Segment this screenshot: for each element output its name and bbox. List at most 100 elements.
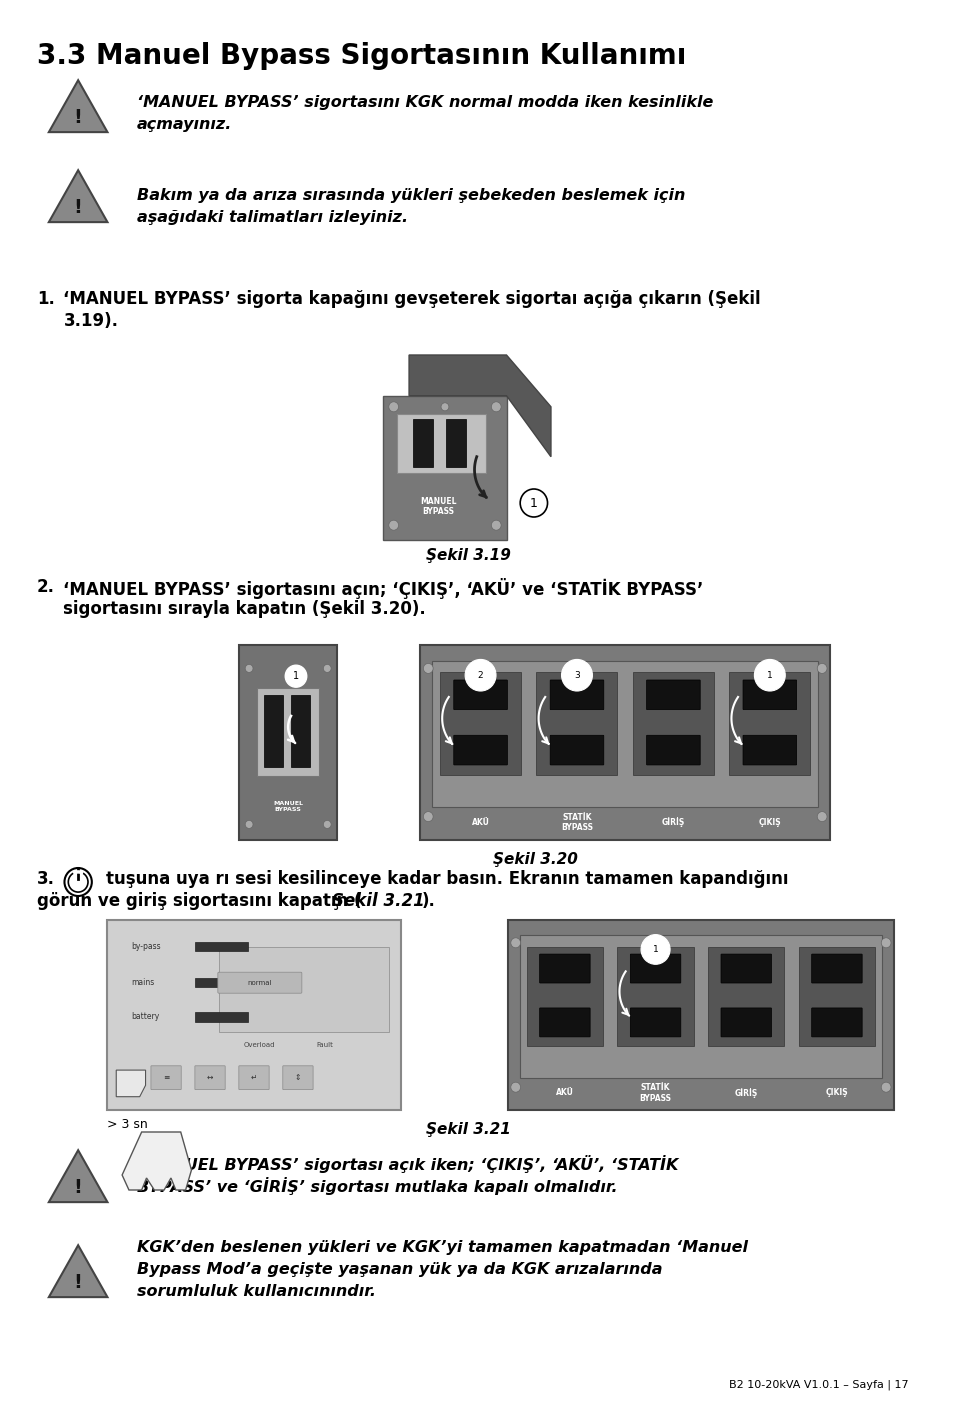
FancyBboxPatch shape xyxy=(413,418,433,468)
Text: 1: 1 xyxy=(530,496,538,510)
Text: 2: 2 xyxy=(478,671,484,679)
Text: normal: normal xyxy=(248,979,272,986)
Text: mains: mains xyxy=(131,978,155,988)
Circle shape xyxy=(881,1082,891,1092)
Circle shape xyxy=(511,1082,520,1092)
FancyBboxPatch shape xyxy=(647,681,700,710)
Text: 2.: 2. xyxy=(37,578,55,596)
FancyBboxPatch shape xyxy=(743,681,797,710)
Text: sigortasını sırayla kapatın (Şekil 3.20).: sigortasını sırayla kapatın (Şekil 3.20)… xyxy=(63,600,426,619)
Polygon shape xyxy=(383,396,507,540)
Polygon shape xyxy=(49,80,108,132)
Circle shape xyxy=(466,659,496,690)
Text: !: ! xyxy=(74,1178,83,1198)
Text: MANUEL
BYPASS: MANUEL BYPASS xyxy=(274,802,303,812)
Text: battery: battery xyxy=(131,1013,159,1022)
FancyBboxPatch shape xyxy=(196,1012,248,1022)
Text: Fault: Fault xyxy=(316,1043,333,1048)
FancyBboxPatch shape xyxy=(550,735,604,765)
FancyBboxPatch shape xyxy=(454,681,508,710)
Circle shape xyxy=(492,520,501,530)
FancyBboxPatch shape xyxy=(432,661,818,807)
Circle shape xyxy=(441,403,449,411)
FancyBboxPatch shape xyxy=(633,672,714,775)
Text: AKÜ: AKÜ xyxy=(556,1088,574,1098)
Text: KGK’den beslenen yükleri ve KGK’yi tamamen kapatmadan ‘Manuel: KGK’den beslenen yükleri ve KGK’yi tamam… xyxy=(136,1240,748,1255)
Text: Şekil 3.21: Şekil 3.21 xyxy=(332,892,425,910)
Circle shape xyxy=(389,520,398,530)
FancyBboxPatch shape xyxy=(440,672,521,775)
FancyBboxPatch shape xyxy=(730,672,810,775)
Text: 1: 1 xyxy=(653,945,659,954)
Text: 3: 3 xyxy=(574,671,580,679)
Text: ).: ). xyxy=(422,892,436,910)
Circle shape xyxy=(492,402,501,411)
Circle shape xyxy=(641,934,670,964)
Text: Şekil 3.19: Şekil 3.19 xyxy=(426,548,512,564)
FancyBboxPatch shape xyxy=(508,920,894,1110)
FancyBboxPatch shape xyxy=(420,645,830,840)
Text: AKÜ: AKÜ xyxy=(471,819,490,827)
Text: ↔: ↔ xyxy=(206,1074,213,1082)
Circle shape xyxy=(881,938,891,948)
Text: GİRİŞ: GİRİŞ xyxy=(734,1088,757,1098)
FancyBboxPatch shape xyxy=(257,688,320,775)
FancyBboxPatch shape xyxy=(283,1065,313,1089)
Text: ÇIKIŞ: ÇIKIŞ xyxy=(758,819,781,827)
Circle shape xyxy=(64,868,92,896)
Text: B2 10-20kVA V1.0.1 – Sayfa | 17: B2 10-20kVA V1.0.1 – Sayfa | 17 xyxy=(729,1379,908,1391)
Circle shape xyxy=(423,664,433,674)
Text: ‘MANUEL BYPASS’ sigortasını açın; ‘ÇIKIŞ’, ‘AKÜ’ ve ‘STATİK BYPASS’: ‘MANUEL BYPASS’ sigortasını açın; ‘ÇIKIŞ… xyxy=(63,578,704,599)
Text: Şekil 3.21: Şekil 3.21 xyxy=(426,1122,512,1137)
Text: Bakım ya da arıza sırasında yükleri şebekeden beslemek için
aşağıdaki talimatlar: Bakım ya da arıza sırasında yükleri şebe… xyxy=(136,187,685,225)
Polygon shape xyxy=(49,1246,108,1298)
Circle shape xyxy=(324,820,331,828)
FancyBboxPatch shape xyxy=(617,947,694,1047)
FancyBboxPatch shape xyxy=(721,954,772,983)
Text: GİRİŞ: GİRİŞ xyxy=(661,817,685,827)
FancyBboxPatch shape xyxy=(397,414,486,473)
Polygon shape xyxy=(409,355,551,457)
Circle shape xyxy=(511,938,520,948)
Text: 3.: 3. xyxy=(37,869,55,888)
FancyBboxPatch shape xyxy=(519,936,882,1078)
Text: sorumluluk kullanıcınındır.: sorumluluk kullanıcınındır. xyxy=(136,1284,375,1299)
Circle shape xyxy=(817,664,827,674)
Text: Şekil 3.20: Şekil 3.20 xyxy=(492,852,578,867)
Text: Overload: Overload xyxy=(244,1043,276,1048)
Circle shape xyxy=(245,820,253,828)
Text: !: ! xyxy=(74,1274,83,1292)
FancyBboxPatch shape xyxy=(812,1007,862,1037)
FancyBboxPatch shape xyxy=(195,1065,226,1089)
Circle shape xyxy=(389,402,398,411)
Text: ↵: ↵ xyxy=(251,1074,257,1082)
FancyBboxPatch shape xyxy=(743,735,797,765)
FancyBboxPatch shape xyxy=(537,672,617,775)
FancyBboxPatch shape xyxy=(264,695,283,766)
Text: ÇIKIŞ: ÇIKIŞ xyxy=(826,1088,849,1098)
Circle shape xyxy=(817,812,827,821)
FancyBboxPatch shape xyxy=(239,645,337,840)
Circle shape xyxy=(245,665,253,672)
Text: 1.: 1. xyxy=(37,290,55,309)
Polygon shape xyxy=(116,1069,146,1096)
Text: BYPASS’ ve ‘GİRİŞ’ sigortası mutlaka kapalı olmalıdır.: BYPASS’ ve ‘GİRİŞ’ sigortası mutlaka kap… xyxy=(136,1177,617,1195)
FancyBboxPatch shape xyxy=(151,1065,181,1089)
Text: ‘MANUEL BYPASS’ sigortasını KGK normal modda iken kesinlikle
açmayınız.: ‘MANUEL BYPASS’ sigortasını KGK normal m… xyxy=(136,94,713,132)
FancyBboxPatch shape xyxy=(550,681,604,710)
Text: tuşuna uya rı sesi kesilinceye kadar basın. Ekranın tamamen kapandığını: tuşuna uya rı sesi kesilinceye kadar bas… xyxy=(106,869,788,888)
FancyBboxPatch shape xyxy=(721,1007,772,1037)
FancyBboxPatch shape xyxy=(631,954,681,983)
FancyBboxPatch shape xyxy=(540,1007,590,1037)
Polygon shape xyxy=(49,170,108,223)
Text: by-pass: by-pass xyxy=(131,943,160,951)
Text: 1: 1 xyxy=(767,671,773,679)
Circle shape xyxy=(68,872,88,892)
Circle shape xyxy=(423,812,433,821)
FancyBboxPatch shape xyxy=(196,978,248,988)
Text: ≡: ≡ xyxy=(163,1074,169,1082)
FancyBboxPatch shape xyxy=(527,947,603,1047)
Polygon shape xyxy=(122,1131,191,1191)
Circle shape xyxy=(324,665,331,672)
FancyBboxPatch shape xyxy=(196,941,248,951)
